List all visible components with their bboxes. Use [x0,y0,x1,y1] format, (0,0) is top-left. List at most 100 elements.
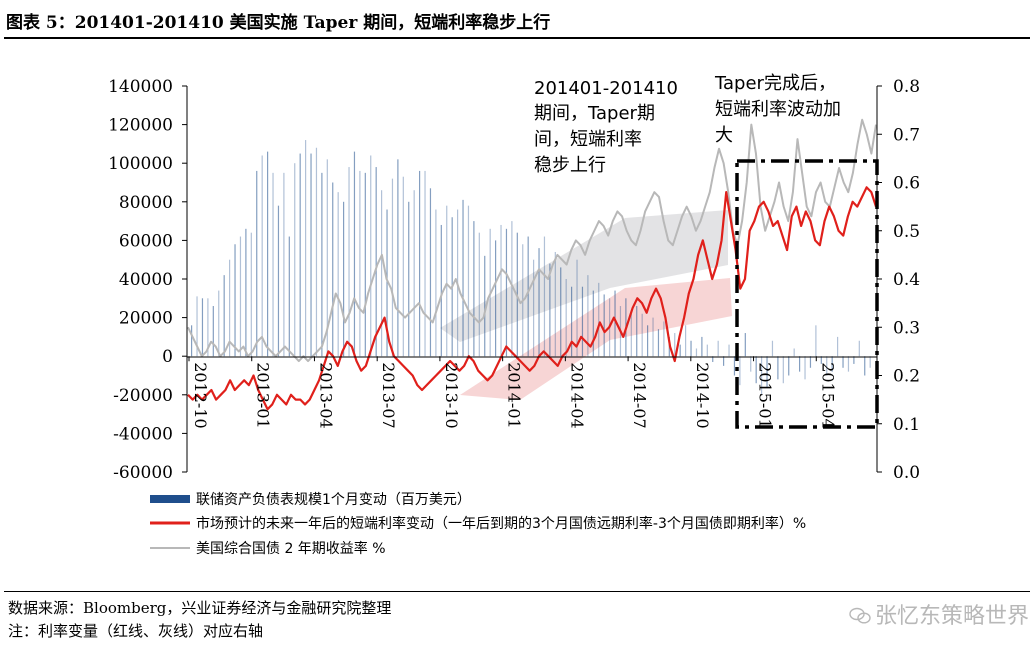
bar [288,236,290,357]
x-tick-label: 2013-07 [379,362,398,428]
bar [717,340,719,357]
bar [538,248,540,357]
bar [343,201,345,357]
bar [571,286,573,357]
bar [549,263,551,357]
bar [429,188,432,357]
bar [576,259,578,357]
bar [419,170,421,357]
bars-group [191,140,871,395]
left-tick-label: 120000 [108,116,173,136]
bar [381,190,383,357]
bar [793,348,795,357]
x-tick-label: 2013-04 [316,362,335,428]
right-tick-label: 0.6 [893,174,920,194]
annotation-taper-period-line-1: 201401-201410 [534,78,678,99]
bar [826,356,828,376]
bar [467,205,470,357]
bar [245,228,247,357]
x-tick-label: 2014-07 [630,362,649,428]
bar [435,209,437,357]
bar [500,224,502,357]
bar [305,140,307,357]
x-tick-label: 2014-10 [693,362,712,428]
bar [402,176,404,357]
bar [424,170,426,357]
bar [511,221,513,357]
right-axis-ticks: 0.0 0.1 0.2 0.3 0.4 0.5 0.6 0.7 0.8 [877,77,920,483]
bar [842,356,844,368]
bar [207,298,209,357]
right-tick-label: 0.5 [893,222,920,242]
watermark: 张忆东策略世界 [849,598,1029,630]
left-tick-label: 0 [162,347,173,367]
x-tick-label: 2014-04 [567,362,586,428]
bar [641,313,643,357]
wechat-icon [849,607,871,624]
left-tick-label: 140000 [108,77,173,97]
bar [234,244,236,357]
bar [685,325,687,357]
bar [386,209,388,357]
bar [462,199,464,357]
bar [348,167,350,357]
bar [283,172,285,357]
left-axis-ticks: -60000 -40000 -20000 0 20000 40000 60000 80000 1… [108,77,187,483]
annotation-post-taper-line-1: Taper完成后， [714,73,836,94]
bar [847,356,850,372]
left-tick-label: 20000 [119,309,173,329]
bar [256,170,258,357]
right-tick-label: 0.8 [893,77,920,97]
bar [533,259,535,357]
right-tick-label: 0.2 [893,367,920,387]
bar [799,356,801,372]
bar [326,159,328,357]
bar [723,356,725,366]
left-tick-label: 60000 [119,231,173,251]
bar [554,251,556,357]
annotation-post-taper: Taper完成后， 短端利率波动加 大 [714,73,847,146]
bar [820,356,822,364]
annotation-post-taper-line-2: 短端利率波动加 [715,99,841,120]
right-tick-label: 0.4 [893,270,920,290]
figure-title: 图表 5：201401-201410 美国实施 Taper 期间，短端利率稳步上… [6,13,551,33]
legend-label-red: 市场预计的未来一年后的短端利率变动（一年后到期的3个月国债远期利率-3个月国债即… [196,515,806,532]
bar [310,153,312,357]
red-line-group [187,186,878,411]
bar [261,155,263,357]
bar [478,232,480,357]
gray-line-group [187,118,877,363]
bar [484,255,486,357]
bar [565,279,567,357]
bar [603,294,605,357]
x-axis-ticks: 2012-10 2013-01 2013-04 2013-07 2013-10 2014-… [188,356,837,429]
x-tick-label: 2013-01 [254,362,273,428]
gray-series-line [187,118,877,363]
x-tick-label: 2014-01 [505,362,524,428]
bar [630,313,632,357]
bar [679,344,681,357]
right-tick-label: 0.7 [893,125,920,145]
bar [218,290,220,357]
bar [837,336,839,357]
bar [581,286,584,357]
watermark-text: 张忆东策略世界 [874,604,1029,629]
bar [614,290,616,357]
bar [505,228,508,357]
left-tick-label: -20000 [113,386,173,406]
bar [560,267,562,357]
bar [239,236,242,357]
legend: 联储资产负债表规模1个月变动（百万美元） 市场预计的未来一年后的短端利率变动（一… [150,492,806,557]
bar [212,306,214,357]
bar [755,356,757,384]
bar [782,356,784,384]
bar [353,151,356,357]
legend-label-gray: 美国综合国债 2 年期收益率 % [196,540,386,557]
bar [267,151,269,357]
axis-note: 注：利率变量（红线、灰线）对应右轴 [8,622,264,640]
title-divider [4,37,1030,39]
bar [543,236,546,357]
bar [223,275,225,357]
bar [527,236,529,357]
bar [652,317,654,357]
